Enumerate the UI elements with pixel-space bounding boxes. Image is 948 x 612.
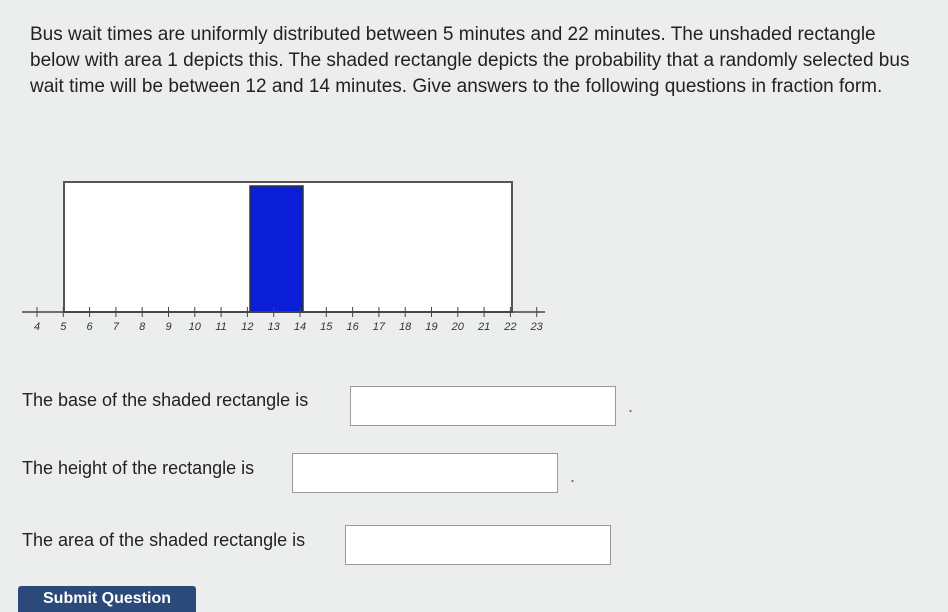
tick-label: 23: [530, 321, 544, 333]
tick-label: 19: [425, 321, 437, 333]
tick-label: 21: [477, 321, 490, 333]
diagram: 4 5 6 7 8 9 10 11 12 13 14 15 16 17 18 19 20 21 22 23: [22, 181, 545, 333]
tick-label: 17: [373, 321, 386, 333]
tick-label: 18: [399, 321, 412, 333]
tick-label: 13: [268, 321, 281, 333]
tick-label: 11: [215, 321, 226, 333]
prompt-base: The base of the shaded rectangle is: [22, 390, 309, 410]
tick-label: 22: [503, 321, 516, 333]
input-base[interactable]: [350, 386, 616, 426]
input-area[interactable]: [345, 525, 611, 565]
tick-label: 10: [189, 321, 202, 333]
prompt-area: The area of the shaded rectangle is: [22, 530, 306, 550]
tick-label: 8: [139, 321, 146, 333]
input-height[interactable]: [292, 453, 558, 493]
tick-label: 20: [451, 321, 465, 333]
tick-label: 4: [34, 321, 40, 333]
tick-label: 5: [60, 321, 67, 333]
question-text: Bus wait times are uniformly distributed…: [30, 24, 910, 97]
submit-button[interactable]: Submit Question: [18, 586, 196, 612]
period: .: [570, 466, 576, 486]
prompt-height: The height of the rectangle is: [22, 458, 255, 478]
tick-label: 12: [241, 321, 253, 333]
tick-label: 16: [346, 321, 359, 333]
period: .: [628, 396, 634, 416]
shaded-rectangle: [249, 185, 304, 313]
tick-label: 15: [320, 321, 333, 333]
tick-label: 14: [294, 321, 306, 333]
tick-label: 7: [113, 321, 120, 333]
tick-label: 9: [165, 321, 171, 333]
tick-label: 6: [87, 321, 94, 333]
